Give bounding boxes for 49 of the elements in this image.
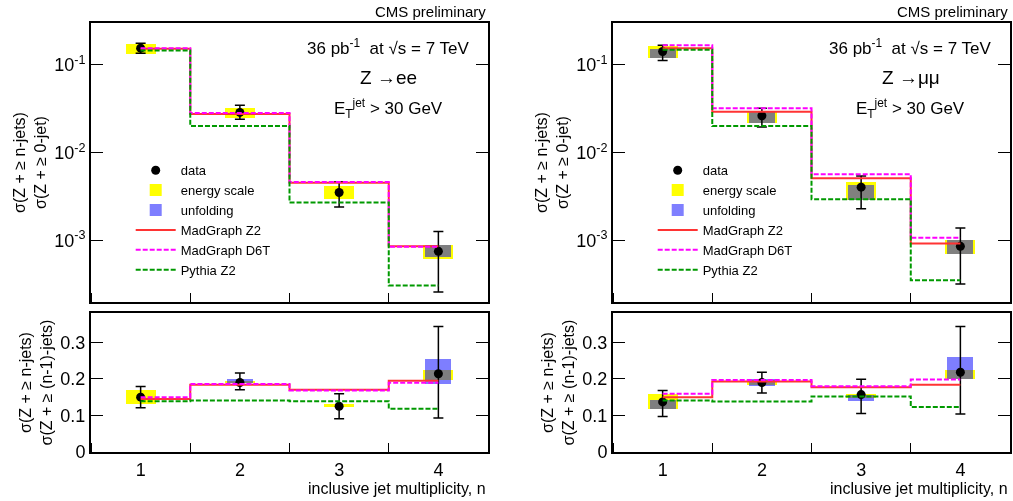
annotation: Z →μμ — [882, 67, 940, 88]
annotation: 36 pb$^{-1}$ at √s = 7 TeV — [829, 36, 992, 59]
y-tick-label: 0 — [75, 442, 86, 463]
y-axis-title: σ(Z + ≥ n-jets) σ(Z + ≥ 0-jet) — [532, 112, 571, 213]
x-tick-label: 4 — [955, 459, 966, 480]
y-tick-label: 10$^{-3}$ — [576, 228, 608, 251]
y-tick-label: 0.2 — [60, 369, 86, 390]
legend-label: MadGraph D6T — [180, 242, 271, 258]
y-tick-label: 10$^{-1}$ — [54, 52, 86, 76]
y-tick-label: 0 — [597, 442, 608, 463]
x-tick-label: 3 — [856, 459, 867, 480]
x-tick-label: 3 — [334, 459, 345, 480]
annotation: Z →ee — [360, 67, 418, 88]
y-tick-label: 0.3 — [60, 332, 86, 353]
annotation: 36 pb$^{-1}$ at √s = 7 TeV — [307, 36, 470, 59]
y-tick-label: 0.1 — [60, 405, 86, 426]
y-tick-label: 0.1 — [582, 405, 608, 426]
y-axis-title: σ(Z + ≥ n-jets) σ(Z + ≥ 0-jet) — [10, 112, 49, 213]
legend-label: unfolding — [702, 203, 756, 219]
point — [334, 401, 344, 411]
x-axis-title: inclusive jet multiplicity, n — [830, 480, 1008, 497]
annotation: E$_{T}$$^{jet}$ > 30 GeV — [334, 96, 443, 121]
x-tick-label: 2 — [234, 459, 245, 480]
legend-label: data — [702, 163, 729, 179]
legend-label: MadGraph Z2 — [180, 222, 261, 238]
legend-label: Pythia Z2 — [702, 262, 758, 278]
legend-label: MadGraph D6T — [702, 242, 793, 258]
legend-label: unfolding — [180, 203, 234, 219]
x-tick-label: 1 — [657, 459, 668, 480]
y-tick-label: 10$^{-3}$ — [54, 228, 86, 251]
y-axis-title: σ(Z + ≥ n-jets) σ(Z + ≥ (n-1)-jets) — [538, 319, 577, 446]
annotation: E$_{T}$$^{jet}$ > 30 GeV — [856, 96, 965, 121]
legend-label: energy scale — [180, 183, 255, 199]
y-tick-label: 10$^{-2}$ — [54, 140, 86, 164]
x-tick-label: 4 — [433, 459, 444, 480]
x-tick-label: 1 — [135, 459, 146, 480]
x-tick-label: 2 — [756, 459, 767, 480]
y-tick-label: 0.2 — [582, 369, 608, 390]
legend-label: Pythia Z2 — [180, 262, 236, 278]
legend-label: data — [180, 163, 207, 179]
text: CMS preliminary — [897, 3, 1009, 20]
x-axis-title: inclusive jet multiplicity, n — [308, 480, 486, 497]
y-tick-label: 10$^{-2}$ — [576, 140, 608, 164]
legend-label: MadGraph Z2 — [702, 222, 783, 238]
y-tick-label: 0.3 — [582, 332, 608, 353]
legend-label: energy scale — [702, 183, 777, 199]
y-axis-title: σ(Z + ≥ n-jets) σ(Z + ≥ (n-1)-jets) — [16, 319, 55, 446]
text: CMS preliminary — [375, 3, 487, 20]
y-tick-label: 10$^{-1}$ — [576, 52, 608, 76]
